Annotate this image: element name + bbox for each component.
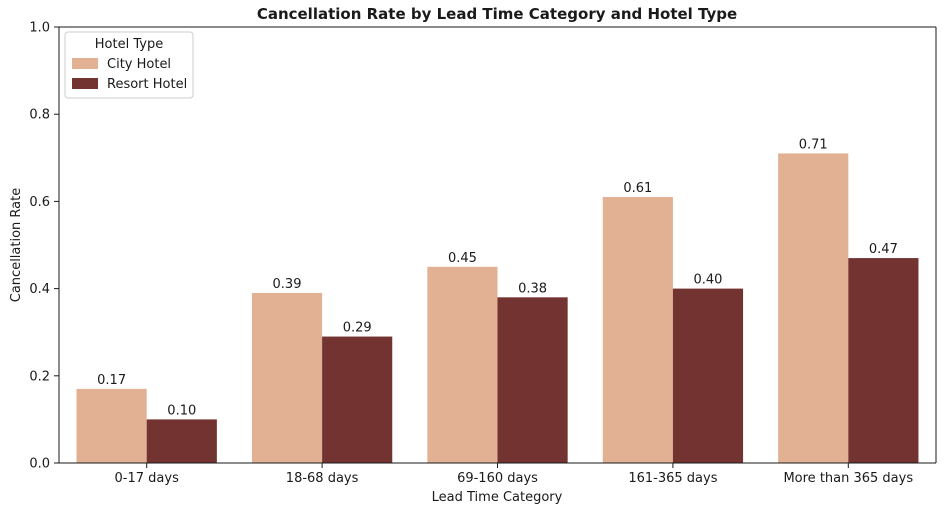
legend-title: Hotel Type [95,37,163,52]
x-tick-label: 18-68 days [286,471,359,486]
chart-title: Cancellation Rate by Lead Time Category … [257,5,737,23]
data-label: 0.47 [869,242,898,257]
data-label: 0.17 [97,373,126,388]
data-label: 0.39 [273,277,302,292]
legend-label: City Hotel [107,57,171,72]
legend-swatch [72,58,98,69]
y-tick-label: 0.2 [29,369,50,384]
data-label: 0.71 [799,137,828,152]
x-tick-label: 0-17 days [115,471,180,486]
bar-city-hotel [427,266,498,463]
plot-area: 0.17 0.39 0.45 0.61 0.71 0.10 0.29 0.38 0.40 0.47… [29,21,937,486]
y-tick-label: 0.4 [29,282,50,297]
bar-resort-hotel [497,297,568,463]
bar-city-hotel [251,292,323,463]
legend-label: Resort Hotel [107,77,187,92]
bar-resort-hotel [146,419,217,463]
data-label: 0.38 [518,281,547,296]
y-axis-label: Cancellation Rate [9,188,24,302]
bar-city-hotel [778,153,849,463]
bar-city-hotel [76,388,147,463]
data-label: 0.40 [694,273,723,288]
y-tick-label: 0.6 [29,195,50,210]
data-label: 0.61 [623,181,652,196]
x-tick-label: 161-365 days [628,471,717,486]
x-tick-label: 69-160 days [457,471,538,486]
bar-resort-hotel [672,288,744,463]
y-tick-label: 0.0 [29,457,50,472]
data-label: 0.45 [448,251,477,266]
bar-resort-hotel [848,258,919,463]
data-label: 0.29 [343,321,372,336]
x-axis-label: Lead Time Category [432,490,563,505]
y-tick-label: 0.8 [29,108,50,123]
bar-city-hotel [602,197,673,464]
legend-swatch [72,78,98,89]
legend: Hotel Type City Hotel Resort Hotel [64,31,194,99]
data-label: 0.10 [167,403,196,418]
x-tick-label: More than 365 days [783,471,913,486]
y-tick-label: 1.0 [29,21,50,36]
bar-resort-hotel [322,336,393,463]
